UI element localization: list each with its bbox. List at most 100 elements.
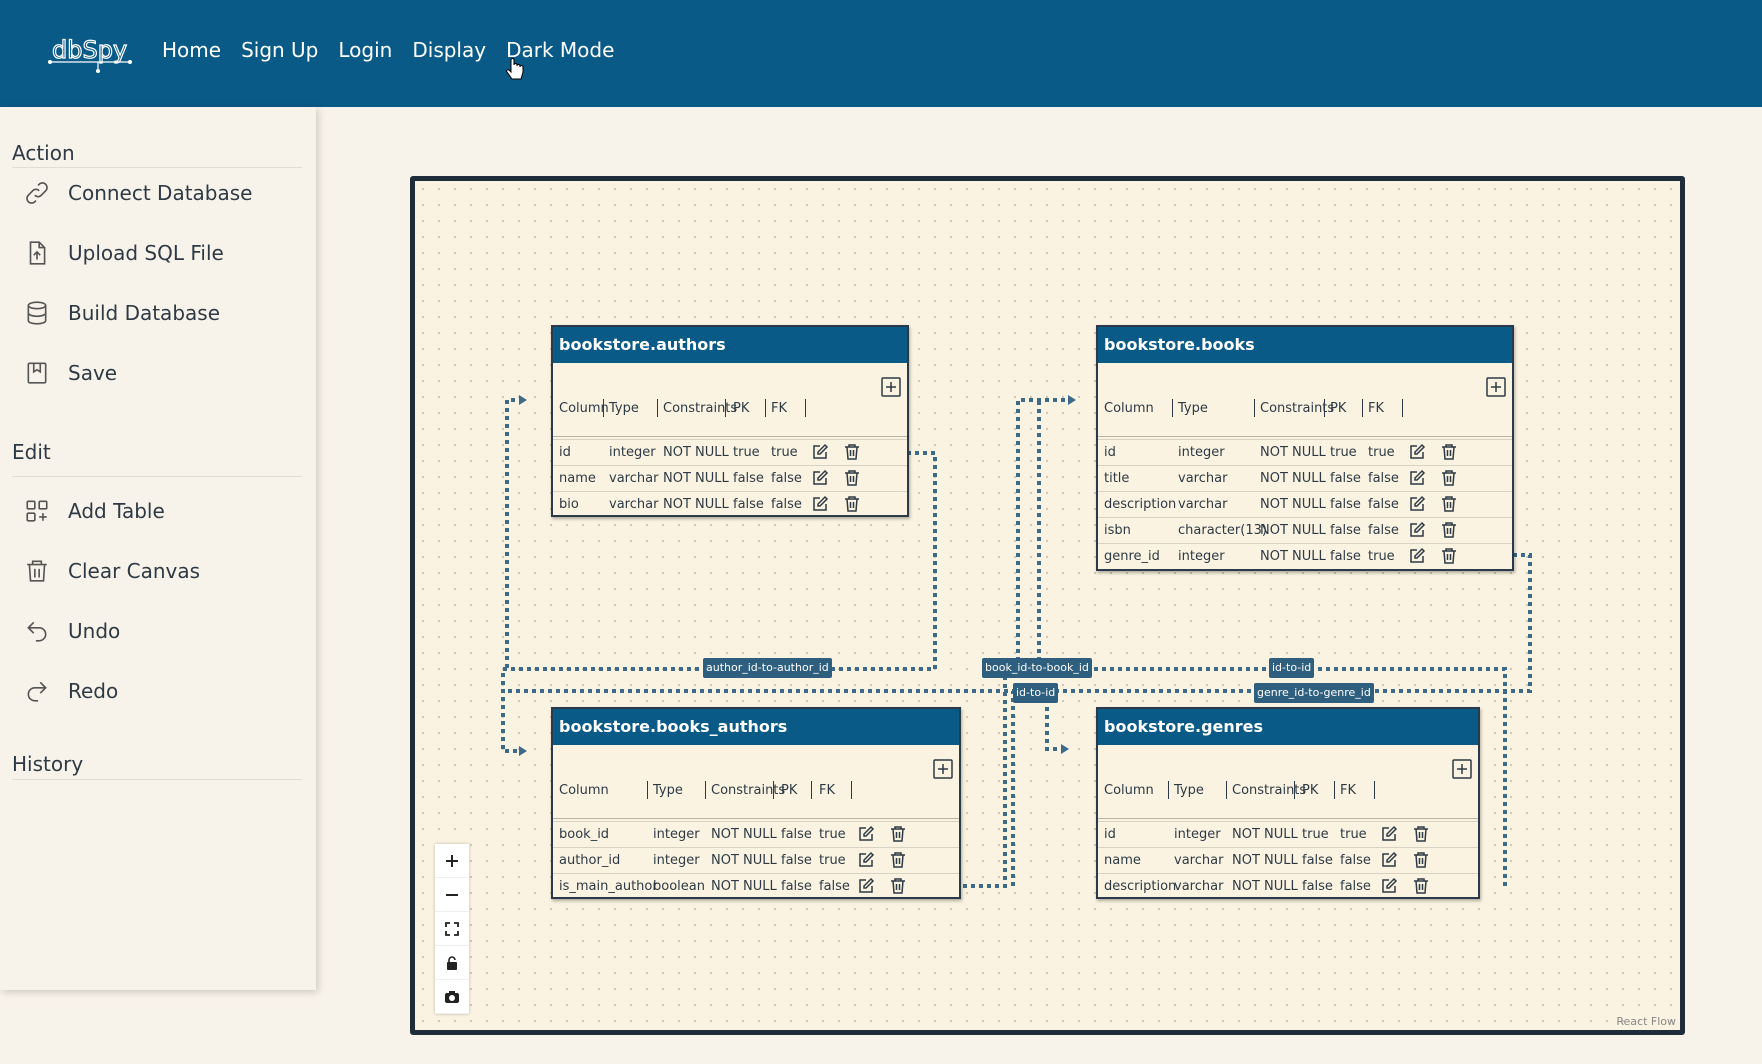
- add-column-icon[interactable]: [881, 377, 901, 397]
- undo-button[interactable]: Undo: [24, 615, 120, 647]
- add-column-icon[interactable]: [1452, 759, 1472, 779]
- lock-button[interactable]: [435, 946, 469, 980]
- edit-section-title: Edit: [12, 440, 51, 464]
- table-genres[interactable]: bookstore.genres Column Type Constraints PK F…: [1096, 707, 1480, 899]
- table-row: book_id integer NOT NULL false true: [553, 821, 959, 847]
- table-title: bookstore.genres: [1098, 709, 1478, 745]
- trash-icon[interactable]: [1440, 547, 1458, 565]
- trash-icon[interactable]: [843, 495, 861, 513]
- save-button[interactable]: Save: [24, 357, 117, 389]
- cell-type: character(13): [1178, 523, 1267, 538]
- add-column-icon[interactable]: [1486, 377, 1506, 397]
- nav-dark-mode[interactable]: Dark Mode: [506, 38, 615, 62]
- table-row: description varchar NOT NULL false false: [1098, 491, 1512, 517]
- trash-icon[interactable]: [1412, 877, 1430, 895]
- table-row: bio varchar NOT NULL false false: [553, 491, 907, 517]
- edit-icon[interactable]: [857, 877, 875, 895]
- edit-icon[interactable]: [1408, 469, 1426, 487]
- cell-type: integer: [653, 853, 700, 868]
- cell-constraints: NOT NULL: [1260, 471, 1326, 486]
- nav-home[interactable]: Home: [162, 38, 222, 62]
- screenshot-button[interactable]: [435, 980, 469, 1014]
- add-table-label: Add Table: [68, 499, 165, 523]
- cell-column: id: [1104, 445, 1116, 460]
- table-row: id integer NOT NULL true true: [1098, 439, 1512, 465]
- header-divider: [1098, 436, 1512, 437]
- edit-icon[interactable]: [857, 851, 875, 869]
- edit-icon[interactable]: [1380, 851, 1398, 869]
- fit-view-icon: [445, 921, 459, 936]
- nav-login[interactable]: Login: [338, 38, 393, 62]
- table-books[interactable]: bookstore.books Column Type Constraints PK FK…: [1096, 325, 1514, 571]
- edge-author-link: [505, 398, 523, 669]
- table-authors[interactable]: bookstore.authors Column Type Constraints PK…: [551, 325, 909, 517]
- table-title: bookstore.books: [1098, 327, 1512, 363]
- edit-icon[interactable]: [1408, 443, 1426, 461]
- edit-icon[interactable]: [811, 469, 829, 487]
- table-row: isbn character(13) NOT NULL false false: [1098, 517, 1512, 543]
- cell-type: varchar: [1178, 471, 1228, 486]
- nav-signup[interactable]: Sign Up: [241, 38, 319, 62]
- edit-icon[interactable]: [1408, 521, 1426, 539]
- edit-icon[interactable]: [1408, 495, 1426, 513]
- table-books-authors[interactable]: bookstore.books_authors Column Type Constra…: [551, 707, 961, 899]
- edit-icon[interactable]: [811, 495, 829, 513]
- edge-book-id: [963, 669, 1007, 888]
- react-flow-attribution[interactable]: React Flow: [1616, 1015, 1676, 1028]
- build-database-button[interactable]: Build Database: [24, 297, 220, 329]
- zoom-in-button[interactable]: [435, 844, 469, 878]
- trash-icon[interactable]: [843, 469, 861, 487]
- trash-icon[interactable]: [1440, 443, 1458, 461]
- redo-button[interactable]: Redo: [24, 675, 118, 707]
- edge-book-id-up: [1016, 398, 1072, 669]
- cell-column: id: [559, 445, 571, 460]
- bookmark-icon: [27, 362, 47, 384]
- trash-icon[interactable]: [843, 443, 861, 461]
- upload-sql-file-button[interactable]: Upload SQL File: [24, 237, 224, 269]
- edit-icon[interactable]: [1380, 877, 1398, 895]
- column-header-pk: PK: [1330, 401, 1347, 416]
- edit-icon[interactable]: [1380, 825, 1398, 843]
- cell-pk: true: [1330, 445, 1357, 460]
- cell-pk: true: [733, 445, 760, 460]
- trash-icon[interactable]: [1412, 825, 1430, 843]
- trash-icon[interactable]: [1440, 469, 1458, 487]
- redo-icon: [27, 681, 47, 702]
- edit-icon[interactable]: [1408, 547, 1426, 565]
- edge-label-book[interactable]: book_id-to-book_id: [982, 658, 1092, 678]
- connect-database-button[interactable]: Connect Database: [24, 177, 252, 209]
- trash-icon[interactable]: [1412, 851, 1430, 869]
- zoom-out-button[interactable]: [435, 878, 469, 912]
- edge-label-author[interactable]: author_id-to-author_id: [703, 658, 832, 678]
- trash-icon[interactable]: [1440, 521, 1458, 539]
- edit-icon[interactable]: [857, 825, 875, 843]
- cell-constraints: NOT NULL: [1232, 853, 1298, 868]
- edge-label-id-to-id[interactable]: id-to-id: [1269, 658, 1315, 678]
- cell-type: integer: [653, 827, 700, 842]
- table-row: name varchar NOT NULL false false: [1098, 847, 1478, 873]
- edge-label-id-to-id[interactable]: id-to-id: [1013, 683, 1059, 703]
- column-header-type: Type: [1178, 401, 1208, 416]
- cell-type: boolean: [653, 879, 705, 894]
- column-header-pk: PK: [733, 401, 750, 416]
- diagram-canvas[interactable]: author_id-to-author_id book_id-to-book_i…: [410, 176, 1685, 1035]
- add-table-button[interactable]: Add Table: [24, 495, 165, 527]
- edge-label-genre[interactable]: genre_id-to-genre_id: [1254, 683, 1374, 703]
- trash-icon[interactable]: [1440, 495, 1458, 513]
- camera-icon: [445, 990, 459, 1003]
- trash-icon[interactable]: [889, 877, 907, 895]
- trash-icon[interactable]: [889, 825, 907, 843]
- column-separator: [657, 399, 658, 417]
- fit-view-button[interactable]: [435, 912, 469, 946]
- canvas-controls: [435, 844, 469, 1014]
- cell-constraints: NOT NULL: [1260, 445, 1326, 460]
- cell-constraints: NOT NULL: [1260, 523, 1326, 538]
- edit-icon[interactable]: [811, 443, 829, 461]
- trash-icon[interactable]: [889, 851, 907, 869]
- column-separator: [765, 399, 766, 417]
- nav-display[interactable]: Display: [412, 38, 487, 62]
- dbspy-logo[interactable]: dbSpy: [48, 30, 132, 74]
- cell-fk: true: [1340, 827, 1367, 842]
- clear-canvas-button[interactable]: Clear Canvas: [24, 555, 200, 587]
- add-column-icon[interactable]: [933, 759, 953, 779]
